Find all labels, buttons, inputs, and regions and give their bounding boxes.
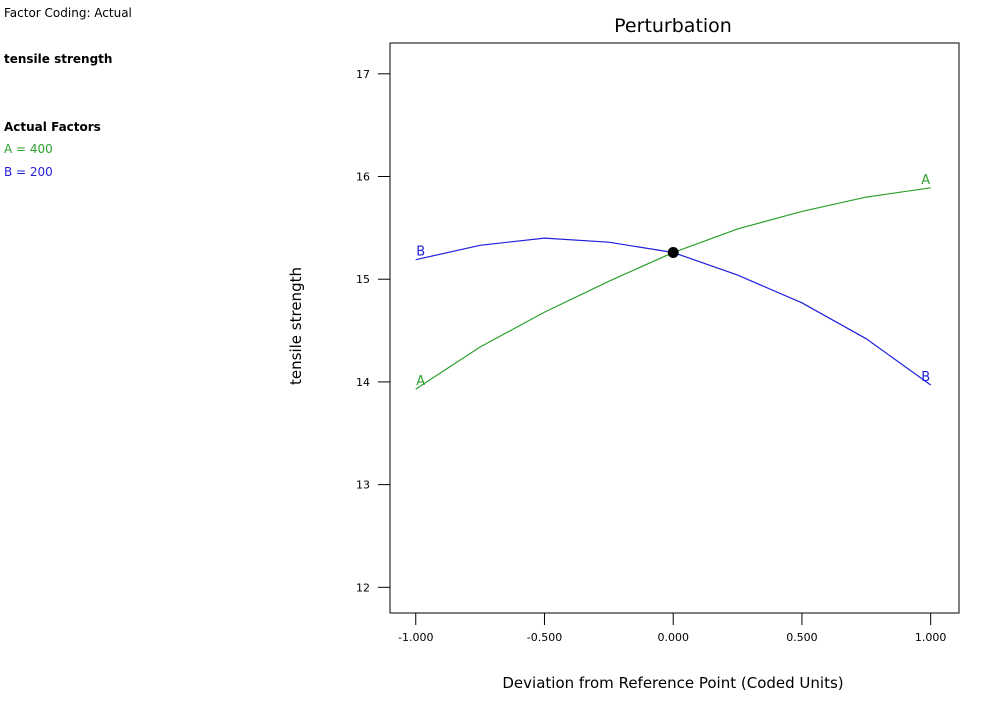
x-axis-label: Deviation from Reference Point (Coded Un… (502, 674, 843, 692)
factor-b-value: B = 200 (4, 165, 53, 179)
series-label-a-end: A (921, 173, 930, 188)
series-label-b-start: B (416, 245, 425, 260)
y-tick-label: 16 (356, 171, 370, 184)
y-tick-label: 12 (356, 581, 370, 594)
series-label-b-end: B (921, 370, 930, 385)
x-tick-label: -1.000 (398, 631, 433, 644)
x-tick-label: 0.500 (786, 631, 818, 644)
y-tick-label: 17 (356, 68, 370, 81)
chart-title: Perturbation (614, 15, 732, 37)
series-label-a-start: A (416, 374, 425, 389)
plot-frame (389, 42, 960, 614)
y-tick-label: 13 (356, 479, 370, 492)
x-tick-label: -0.500 (527, 631, 562, 644)
factor-a-value: A = 400 (4, 142, 53, 156)
y-axis-label: tensile strength (287, 267, 305, 385)
reference-point-marker (667, 247, 679, 259)
series-line-b (415, 237, 932, 386)
response-name: tensile strength (4, 52, 113, 66)
y-tick-label: 14 (356, 376, 370, 389)
x-tick-label: 1.000 (915, 631, 947, 644)
series-line-a (415, 187, 931, 390)
factor-coding-label: Factor Coding: Actual (4, 6, 132, 20)
actual-factors-heading: Actual Factors (4, 120, 101, 134)
x-tick-label: 0.000 (657, 631, 689, 644)
y-tick-label: 15 (356, 273, 370, 286)
